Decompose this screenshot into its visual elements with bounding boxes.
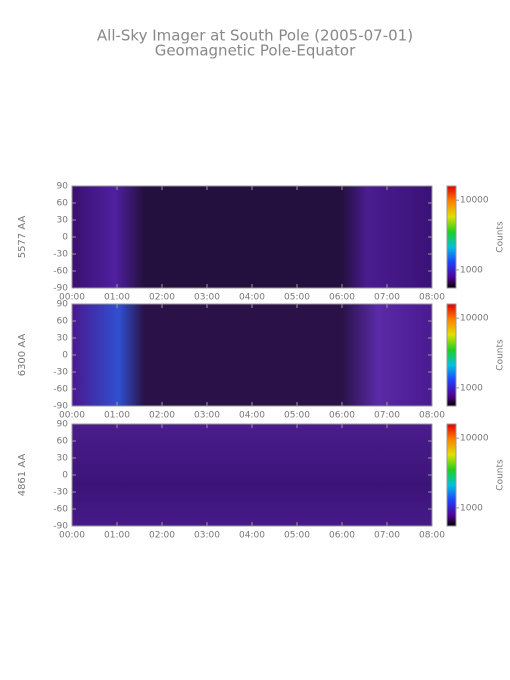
y-tick-label: -60: [53, 385, 68, 395]
y-axis-label: 6300 AA: [17, 334, 28, 377]
x-tick-label: 00:00: [59, 411, 85, 421]
x-tick-label: 06:00: [329, 411, 355, 421]
title: All-Sky Imager at South Pole (2005-07-01…: [97, 27, 413, 45]
x-tick-label: 03:00: [194, 531, 220, 541]
x-tick-label: 06:00: [329, 531, 355, 541]
x-tick-label: 00:00: [59, 293, 85, 303]
colorbar-label: Counts: [496, 221, 506, 253]
x-tick-label: 01:00: [104, 531, 130, 541]
colorbar-tick-label: 10000: [460, 434, 489, 444]
colorbar: [446, 423, 457, 527]
y-tick-label: 90: [57, 300, 69, 310]
heatmap-image: [72, 186, 432, 288]
x-tick-label: 04:00: [239, 531, 265, 541]
y-tick-label: -60: [53, 267, 68, 277]
x-tick-label: 03:00: [194, 411, 220, 421]
y-tick-label: 30: [57, 334, 69, 344]
y-tick-label: -60: [53, 505, 68, 515]
y-tick-label: 0: [62, 351, 68, 361]
x-tick-label: 07:00: [374, 293, 400, 303]
x-tick-label: 08:00: [419, 293, 445, 303]
x-tick-label: 01:00: [104, 293, 130, 303]
colorbar-label: Counts: [496, 339, 506, 371]
y-axis-label: 4861 AA: [17, 454, 28, 497]
colorbar-tick-label: 1000: [460, 503, 483, 513]
x-tick-label: 02:00: [149, 531, 175, 541]
y-axis-label: 5577 AA: [17, 216, 28, 259]
y-tick-label: -90: [53, 284, 68, 294]
x-tick-label: 08:00: [419, 531, 445, 541]
x-tick-label: 00:00: [59, 531, 85, 541]
colorbar-tick-label: 10000: [460, 196, 489, 206]
y-tick-label: 30: [57, 454, 69, 464]
colorbar-tick-label: 1000: [460, 383, 483, 393]
y-tick-label: 60: [57, 437, 69, 447]
x-tick-label: 04:00: [239, 293, 265, 303]
y-tick-label: 90: [57, 182, 69, 192]
x-tick-label: 05:00: [284, 411, 310, 421]
x-tick-label: 06:00: [329, 293, 355, 303]
y-tick-label: 0: [62, 471, 68, 481]
colorbar: [446, 185, 457, 289]
y-tick-label: -30: [53, 368, 68, 378]
x-tick-label: 08:00: [419, 411, 445, 421]
y-tick-label: -90: [53, 402, 68, 412]
x-tick-label: 01:00: [104, 411, 130, 421]
colorbar-tick-label: 10000: [460, 314, 489, 324]
x-tick-label: 07:00: [374, 411, 400, 421]
y-tick-label: 90: [57, 420, 69, 430]
y-tick-label: 0: [62, 233, 68, 243]
y-tick-label: -30: [53, 488, 68, 498]
x-tick-label: 05:00: [284, 531, 310, 541]
colorbar: [446, 303, 457, 407]
x-tick-label: 05:00: [284, 293, 310, 303]
x-tick-label: 07:00: [374, 531, 400, 541]
colorbar-tick-label: 1000: [460, 265, 483, 275]
y-tick-label: 60: [57, 317, 69, 327]
subtitle: Geomagnetic Pole-Equator: [155, 42, 356, 60]
heatmap-image: [72, 304, 432, 406]
y-tick-label: 60: [57, 199, 69, 209]
x-tick-label: 03:00: [194, 293, 220, 303]
x-tick-label: 02:00: [149, 293, 175, 303]
x-tick-label: 02:00: [149, 411, 175, 421]
y-tick-label: -30: [53, 250, 68, 260]
heatmap-image: [72, 424, 432, 526]
colorbar-label: Counts: [496, 459, 506, 491]
x-tick-label: 04:00: [239, 411, 265, 421]
y-tick-label: -90: [53, 522, 68, 532]
y-tick-label: 30: [57, 216, 69, 226]
